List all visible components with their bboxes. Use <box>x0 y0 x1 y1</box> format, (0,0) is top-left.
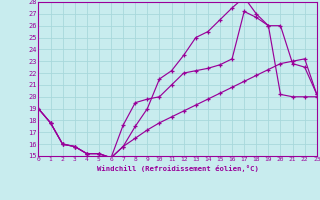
X-axis label: Windchill (Refroidissement éolien,°C): Windchill (Refroidissement éolien,°C) <box>97 165 259 172</box>
